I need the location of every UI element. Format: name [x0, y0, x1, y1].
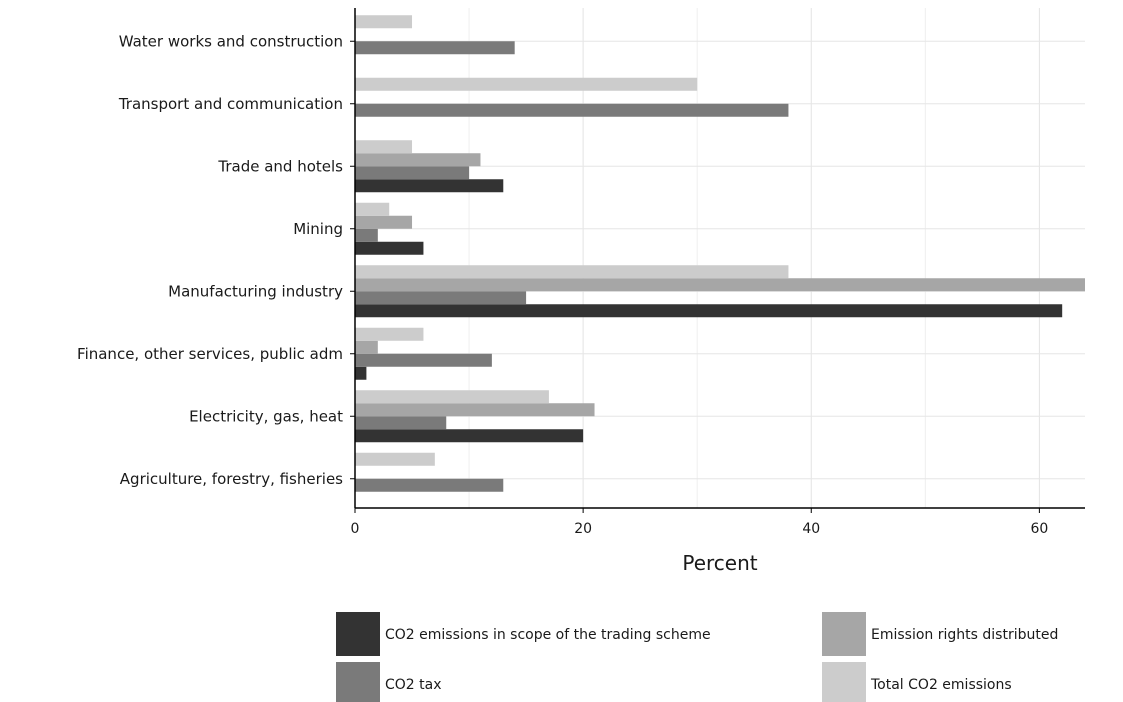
bar — [355, 478, 504, 492]
bar — [355, 41, 515, 55]
x-tick-label: 60 — [1030, 521, 1048, 537]
axes — [350, 8, 1085, 513]
bar — [355, 327, 424, 341]
bar — [355, 353, 492, 367]
x-tick-label: 20 — [574, 521, 592, 537]
legend-swatch — [336, 662, 380, 702]
category-label: Agriculture, forestry, fisheries — [120, 470, 343, 488]
bar — [355, 77, 698, 91]
x-tick-labels: 0 20 40 60 — [351, 521, 1049, 537]
bar — [355, 140, 413, 154]
legend-label: CO2 emissions in scope of the trading sc… — [385, 627, 711, 643]
bar — [355, 202, 390, 216]
bar — [355, 179, 504, 193]
bars — [355, 15, 1085, 492]
bar — [355, 403, 595, 417]
category-label: Electricity, gas, heat — [189, 407, 343, 425]
category-label: Finance, other services, public adm — [77, 345, 343, 363]
bar — [355, 340, 378, 354]
bar — [355, 103, 789, 117]
category-label: Manufacturing industry — [168, 282, 343, 300]
bar — [355, 278, 1085, 292]
bar — [355, 416, 447, 430]
legend-label: CO2 tax — [385, 677, 442, 693]
bar — [355, 15, 413, 29]
bar — [355, 304, 1063, 318]
x-tick-label: 0 — [351, 521, 360, 537]
legend: CO2 emissions in scope of the trading sc… — [336, 612, 1058, 702]
legend-swatch — [336, 612, 380, 656]
bar — [355, 153, 481, 167]
x-axis-title: Percent — [682, 551, 757, 575]
x-tick-label: 40 — [802, 521, 820, 537]
legend-swatch — [822, 612, 866, 656]
bar — [355, 291, 527, 305]
legend-label: Total CO2 emissions — [870, 677, 1012, 693]
category-label: Trade and hotels — [217, 157, 343, 175]
bar — [355, 390, 549, 404]
category-label: Transport and communication — [118, 95, 343, 113]
legend-swatch — [822, 662, 866, 702]
bar — [355, 366, 367, 380]
legend-label: Emission rights distributed — [871, 627, 1058, 643]
bar — [355, 241, 424, 255]
bar — [355, 265, 789, 279]
bar — [355, 166, 470, 180]
category-labels: Water works and construction Transport an… — [77, 32, 343, 488]
bar — [355, 215, 413, 229]
bar — [355, 452, 435, 466]
category-label: Water works and construction — [119, 32, 343, 50]
bar — [355, 228, 378, 242]
category-label: Mining — [293, 220, 343, 238]
bar — [355, 429, 584, 443]
